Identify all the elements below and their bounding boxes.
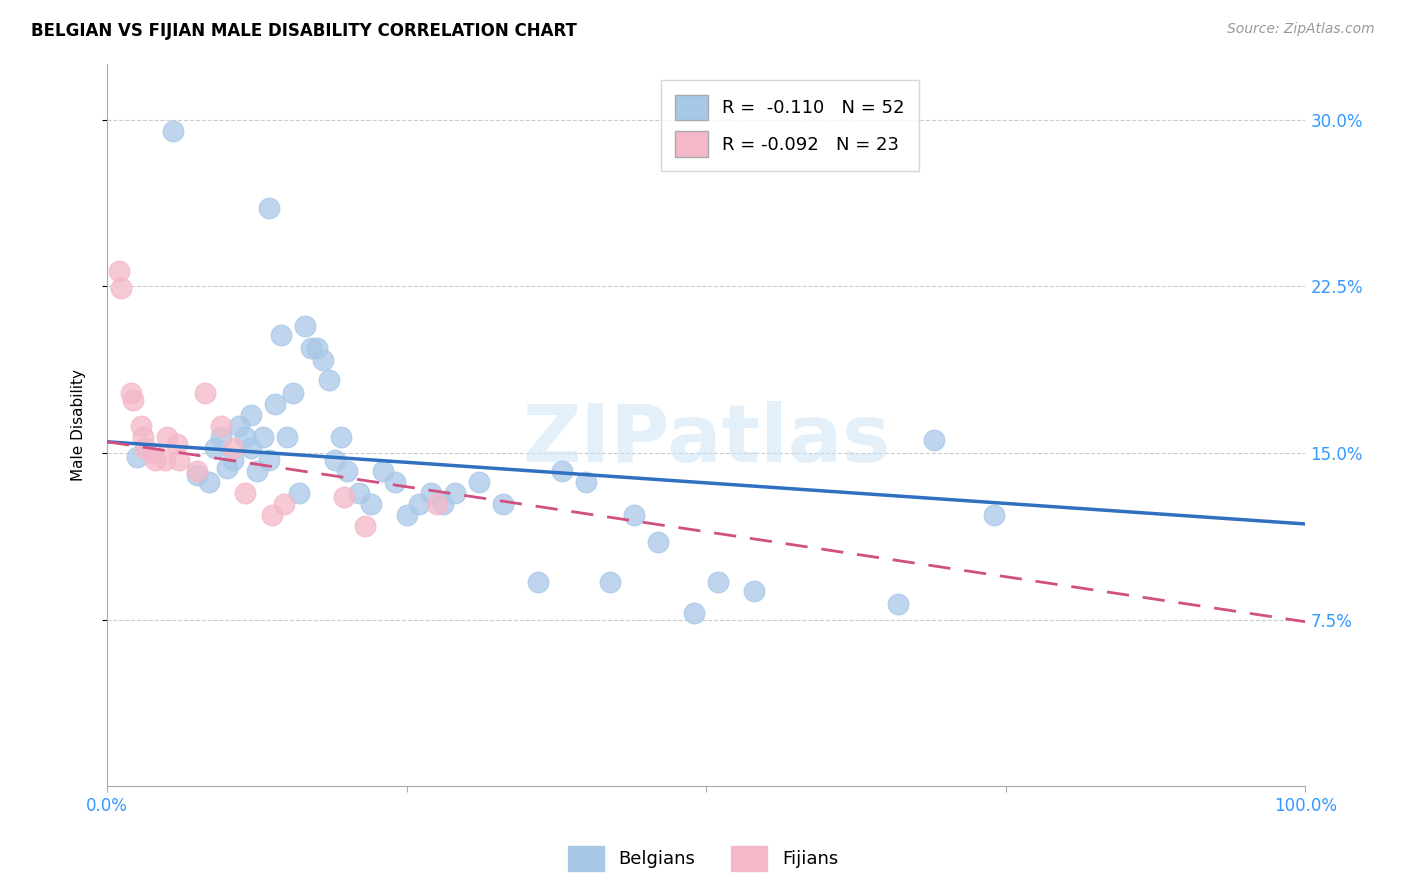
Point (599, 574, 621, 589)
Point (198, 475, 221, 489)
Point (329, 430, 352, 444)
Point (288, 486, 311, 500)
Point (120, 385, 142, 400)
Point (142, 446, 165, 460)
Point (270, 328, 292, 343)
Point (257, 452, 280, 467)
Point (353, 519, 375, 533)
Point (153, 452, 176, 467)
Point (134, 442, 156, 456)
Point (281, 385, 304, 400)
Point (204, 442, 226, 456)
Point (246, 464, 269, 478)
Point (273, 497, 295, 511)
Point (252, 430, 274, 444)
Point (395, 508, 418, 522)
Point (166, 437, 188, 451)
Y-axis label: Male Disability: Male Disability (72, 369, 86, 481)
Point (143, 452, 166, 467)
Point (707, 574, 730, 589)
Point (575, 475, 598, 489)
Point (239, 442, 262, 456)
Point (384, 475, 406, 489)
Point (233, 486, 256, 500)
Text: BELGIAN VS FIJIAN MALE DISABILITY CORRELATION CHART: BELGIAN VS FIJIAN MALE DISABILITY CORREL… (31, 22, 576, 40)
Point (551, 464, 574, 478)
Point (408, 497, 430, 511)
Point (122, 392, 145, 407)
Point (294, 319, 316, 334)
Point (419, 486, 441, 500)
Point (305, 342, 328, 356)
Point (186, 468, 208, 483)
Text: Source: ZipAtlas.com: Source: ZipAtlas.com (1227, 22, 1375, 37)
Point (228, 419, 250, 434)
Point (623, 508, 645, 522)
Point (222, 442, 245, 456)
Point (318, 373, 340, 387)
Point (239, 408, 262, 422)
Point (347, 486, 370, 500)
Point (360, 497, 382, 511)
Point (336, 464, 359, 478)
Point (110, 281, 132, 295)
Text: ZIPatlas: ZIPatlas (522, 401, 890, 478)
Point (983, 508, 1005, 522)
Point (209, 419, 232, 434)
Point (263, 397, 285, 411)
Point (426, 497, 449, 511)
Point (467, 475, 489, 489)
Point (333, 491, 356, 505)
Point (371, 464, 394, 478)
Point (299, 342, 322, 356)
Point (443, 486, 465, 500)
Point (233, 430, 256, 444)
Point (683, 606, 706, 620)
Point (647, 534, 669, 549)
Point (162, 124, 184, 138)
Point (125, 450, 148, 465)
Point (156, 430, 179, 444)
Legend: R =  -0.110   N = 52, R = -0.092   N = 23: R = -0.110 N = 52, R = -0.092 N = 23 (661, 80, 920, 171)
Point (132, 430, 155, 444)
Point (432, 497, 454, 511)
Point (491, 497, 513, 511)
Point (527, 574, 550, 589)
Legend: Belgians, Fijians: Belgians, Fijians (561, 838, 845, 879)
Point (222, 452, 245, 467)
Point (186, 464, 208, 478)
Point (262, 508, 284, 522)
Point (276, 430, 298, 444)
Point (922, 433, 945, 447)
Point (129, 419, 152, 434)
Point (209, 430, 232, 444)
Point (167, 452, 190, 467)
Point (215, 461, 238, 475)
Point (108, 263, 131, 277)
Point (887, 597, 910, 611)
Point (257, 202, 280, 216)
Point (323, 452, 346, 467)
Point (194, 385, 217, 400)
Point (312, 352, 335, 367)
Point (742, 583, 765, 598)
